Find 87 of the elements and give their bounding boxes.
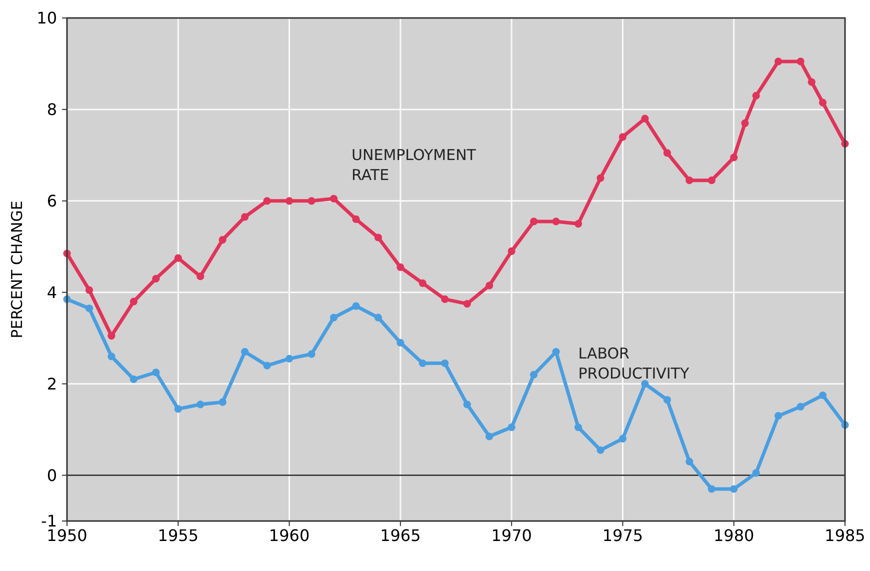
y-tick-label: 0 <box>46 466 57 485</box>
point <box>530 218 538 226</box>
point <box>263 362 271 370</box>
x-tick-label: 1960 <box>268 526 310 545</box>
y-tick-label: 10 <box>36 8 57 28</box>
point <box>818 98 827 106</box>
point <box>641 380 649 388</box>
point <box>441 295 449 304</box>
x-tick-label: 1955 <box>158 526 198 545</box>
point <box>508 423 516 432</box>
point <box>574 423 582 432</box>
point <box>508 247 516 256</box>
point <box>196 400 204 408</box>
point <box>352 215 360 223</box>
point <box>663 149 671 157</box>
point <box>152 274 160 282</box>
point <box>486 282 494 290</box>
point <box>552 348 560 356</box>
point <box>85 304 94 312</box>
point <box>263 197 271 205</box>
point <box>818 391 827 400</box>
x-tick-label: 1985 <box>824 526 866 545</box>
point <box>463 300 471 308</box>
point <box>308 197 316 205</box>
y-tick-label: 8 <box>46 100 57 120</box>
x-tick-label: 1975 <box>602 526 644 545</box>
point <box>708 176 716 184</box>
point <box>130 375 138 384</box>
point <box>796 402 804 410</box>
series-label: LABOR PRODUCTIVITY <box>578 344 690 383</box>
point <box>218 398 226 406</box>
point <box>108 332 116 340</box>
point <box>808 78 816 86</box>
point <box>618 434 627 442</box>
point <box>418 359 426 368</box>
point <box>686 176 694 184</box>
point <box>352 302 360 310</box>
point <box>774 412 782 420</box>
point <box>796 58 804 66</box>
point <box>463 400 471 408</box>
x-tick-label: 1980 <box>714 526 754 545</box>
point <box>330 194 338 202</box>
point <box>730 485 738 493</box>
point <box>285 197 294 205</box>
point <box>285 354 294 362</box>
point <box>741 119 749 127</box>
series-label: UNEMPLOYMENT RATE <box>352 146 477 184</box>
point <box>774 58 782 66</box>
y-tick-label: 4 <box>46 282 57 302</box>
point <box>130 298 138 306</box>
point <box>552 218 560 226</box>
x-tick-label: 1965 <box>380 526 421 545</box>
y-axis-title: PERCENT CHANGE <box>8 200 26 338</box>
point <box>730 154 738 162</box>
point <box>686 458 694 466</box>
point <box>663 396 671 404</box>
point <box>174 254 182 262</box>
point <box>596 174 604 182</box>
point <box>196 272 204 280</box>
point <box>418 279 426 288</box>
point <box>486 432 494 440</box>
point <box>308 350 316 358</box>
point <box>396 263 404 272</box>
point <box>641 114 649 122</box>
point <box>241 213 249 221</box>
x-tick-label: 1970 <box>491 526 532 545</box>
point <box>330 314 338 322</box>
point <box>108 352 116 360</box>
point <box>152 368 160 376</box>
point <box>596 446 604 454</box>
point <box>752 469 760 477</box>
y-tick-label: 6 <box>46 192 57 211</box>
point <box>85 286 94 294</box>
x-tick-label: 1950 <box>46 526 88 545</box>
point <box>396 338 404 346</box>
point <box>441 359 449 368</box>
point <box>708 485 716 493</box>
point <box>574 220 582 228</box>
point <box>241 348 249 356</box>
point <box>752 92 760 100</box>
point <box>530 370 538 378</box>
point <box>218 236 226 244</box>
point <box>374 234 382 242</box>
y-tick-label: 2 <box>46 374 57 394</box>
point <box>618 133 627 141</box>
point <box>174 405 182 413</box>
point <box>374 314 382 322</box>
